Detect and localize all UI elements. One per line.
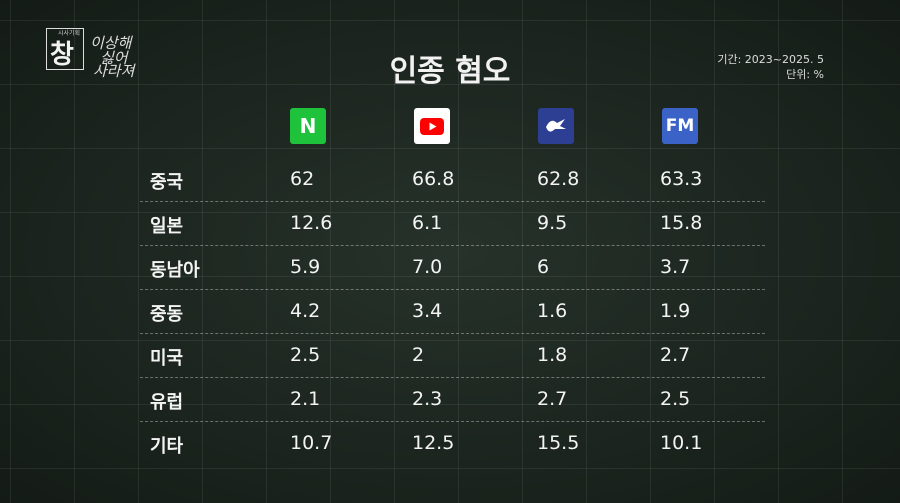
youtube-logo xyxy=(420,117,444,135)
row-label: 유럽 xyxy=(150,392,184,413)
logo-tagline: 싫어 xyxy=(100,49,128,67)
cell-value: 2 xyxy=(412,344,425,366)
cell-value: 2.7 xyxy=(660,344,691,366)
logo-tagline: 이상해 xyxy=(90,34,132,52)
logo-tagline: 사라져 xyxy=(93,62,135,80)
cell-value: 1.9 xyxy=(660,300,691,322)
naver-icon: N xyxy=(290,108,326,144)
row-label: 동남아 xyxy=(150,260,200,281)
cell-value: 2.5 xyxy=(290,344,321,366)
cell-value: 10.1 xyxy=(660,432,703,454)
cell-value: 4.2 xyxy=(290,300,321,322)
title: 인종 혐오 xyxy=(389,54,511,89)
dc-icon xyxy=(538,108,574,144)
row-separator xyxy=(140,201,765,202)
cell-value: 66.8 xyxy=(412,168,455,190)
row-label: 중동 xyxy=(150,304,184,325)
logo-small: 시사기획 xyxy=(58,30,81,37)
logo-frame xyxy=(46,28,84,70)
cell-value: 1.8 xyxy=(537,344,568,366)
cell-value: 62.8 xyxy=(537,168,580,190)
row-label: 기타 xyxy=(150,436,184,457)
cell-value: 6 xyxy=(537,256,550,278)
unit: 단위: % xyxy=(786,68,824,81)
row-separator xyxy=(140,245,765,246)
fmkorea-icon: FM xyxy=(662,108,698,144)
cell-value: 12.6 xyxy=(290,212,333,234)
row-separator xyxy=(140,377,765,378)
row-separator xyxy=(140,289,765,290)
youtube-icon xyxy=(414,108,450,144)
cell-value: 5.9 xyxy=(290,256,321,278)
cell-value: 63.3 xyxy=(660,168,703,190)
row-separator xyxy=(140,421,765,422)
period: 기간: 2023~2025. 5 xyxy=(717,53,824,66)
cell-value: 2.5 xyxy=(660,388,691,410)
row-label: 미국 xyxy=(150,348,184,369)
logo-big: 창 xyxy=(50,40,74,70)
cell-value: 12.5 xyxy=(412,432,455,454)
cell-value: 7.0 xyxy=(412,256,443,278)
cell-value: 6.1 xyxy=(412,212,443,234)
dc-logo xyxy=(546,119,566,132)
cell-value: 10.7 xyxy=(290,432,333,454)
cell-value: 2.3 xyxy=(412,388,443,410)
cell-value: 15.8 xyxy=(660,212,703,234)
cell-value: 2.7 xyxy=(537,388,568,410)
cell-value: 3.4 xyxy=(412,300,443,322)
cell-value: 15.5 xyxy=(537,432,580,454)
cell-value: 2.1 xyxy=(290,388,321,410)
cell-value: 9.5 xyxy=(537,212,568,234)
row-separator xyxy=(140,333,765,334)
row-label: 중국 xyxy=(150,172,184,193)
cell-value: 1.6 xyxy=(537,300,568,322)
cell-value: 62 xyxy=(290,168,315,190)
row-label: 일본 xyxy=(150,216,184,237)
cell-value: 3.7 xyxy=(660,256,691,278)
